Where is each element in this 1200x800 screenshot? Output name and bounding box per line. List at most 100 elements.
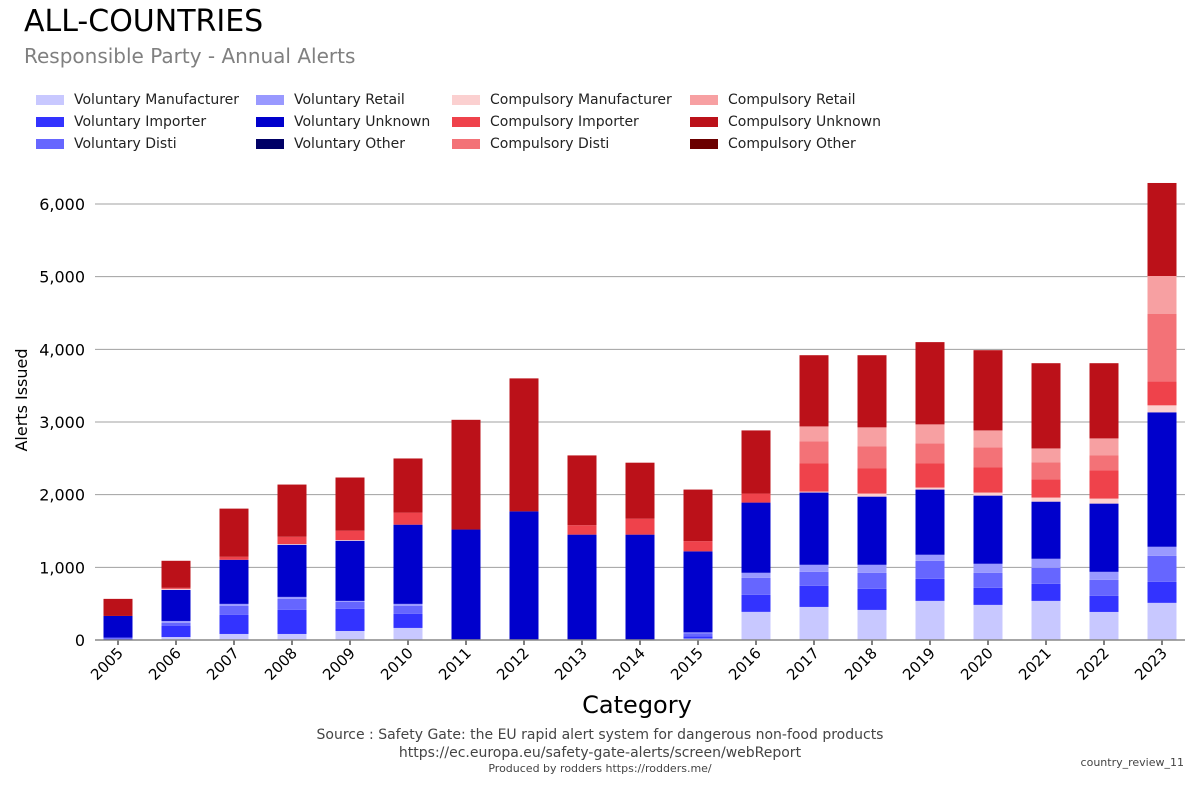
legend-label: Voluntary Other: [294, 135, 406, 152]
x-tick-label: 2017: [783, 644, 823, 684]
bar-segment: [799, 564, 829, 572]
bar-segment: [857, 427, 887, 447]
bar-segment: [393, 512, 423, 525]
bar-segment: [915, 560, 945, 579]
bar-segment: [1089, 579, 1119, 596]
legend-label: Compulsory Unknown: [728, 113, 881, 130]
bar-segment: [915, 424, 945, 444]
page-title: ALL-COUNTRIES: [24, 4, 264, 39]
bar-segment: [509, 511, 539, 640]
bar-segment: [393, 627, 423, 640]
bar-segment: [1031, 567, 1061, 584]
bar-segment: [1089, 503, 1119, 572]
legend-item[interactable]: Compulsory Disti: [452, 134, 690, 153]
bar-segment: [1089, 498, 1119, 504]
bar-segment: [915, 489, 945, 555]
legend-swatch: [452, 116, 480, 127]
bar-segment: [509, 378, 539, 512]
bar-segment: [857, 588, 887, 610]
bar-segment: [161, 637, 191, 640]
x-tick-label: 2008: [261, 644, 301, 684]
legend-item[interactable]: Voluntary Other: [256, 134, 452, 153]
bar-segment: [335, 540, 365, 541]
bar-segment: [1147, 182, 1177, 276]
bar-segment: [973, 447, 1003, 468]
bar-segment: [857, 609, 887, 640]
bar-segment: [219, 603, 249, 606]
bar-segment: [915, 578, 945, 601]
bar-segment: [973, 467, 1003, 493]
bar-segment: [277, 536, 307, 545]
bar-segment: [1147, 581, 1177, 603]
bar-segment: [1089, 438, 1119, 456]
legend-swatch: [36, 94, 64, 105]
bar-segment: [625, 462, 655, 519]
bar-segment: [393, 603, 423, 606]
bar-segment: [799, 463, 829, 492]
bar-segment: [973, 563, 1003, 573]
legend-label: Compulsory Manufacturer: [490, 91, 672, 108]
bar-segment: [161, 588, 191, 590]
bar-segment: [335, 530, 365, 541]
bar-segment: [683, 541, 713, 552]
x-tick-label: 2020: [957, 644, 997, 684]
bar-segment: [915, 600, 945, 640]
bar-segment: [103, 615, 133, 638]
legend-item[interactable]: Compulsory Manufacturer: [452, 90, 690, 109]
legend-label: Compulsory Disti: [490, 135, 610, 152]
bar-segment: [741, 493, 771, 503]
y-tick-label: 5,000: [39, 268, 85, 287]
legend-swatch: [690, 138, 718, 149]
bar-segment: [1147, 602, 1177, 640]
bar-segment: [219, 614, 249, 634]
bar-segment: [335, 608, 365, 631]
y-axis-label: Alerts Issued: [12, 348, 31, 451]
bar-segment: [1031, 600, 1061, 640]
legend-item[interactable]: Compulsory Unknown: [690, 112, 890, 131]
legend-item[interactable]: Compulsory Retail: [690, 90, 890, 109]
legend-label: Voluntary Unknown: [294, 113, 431, 130]
bar-segment: [799, 491, 829, 493]
legend-item[interactable]: Voluntary Disti: [36, 134, 256, 153]
legend-item[interactable]: Voluntary Unknown: [256, 112, 452, 131]
bar-segment: [1147, 412, 1177, 547]
bar-segment: [335, 600, 365, 602]
bar-segment: [277, 609, 307, 634]
y-tick-label: 3,000: [39, 413, 85, 432]
bar-segment: [277, 596, 307, 599]
chart-legend: Voluntary Manufacturer Voluntary Retail Co…: [36, 90, 890, 153]
bar-segment: [799, 585, 829, 607]
x-tick-label: 2010: [377, 644, 417, 684]
bar-segment: [857, 572, 887, 589]
bar-segment: [219, 633, 249, 640]
legend-swatch: [256, 138, 284, 149]
legend-item[interactable]: Compulsory Importer: [452, 112, 690, 131]
bar-segment: [277, 544, 307, 545]
legend-item[interactable]: Voluntary Retail: [256, 90, 452, 109]
legend-item[interactable]: Voluntary Importer: [36, 112, 256, 131]
bar-segment: [799, 426, 829, 442]
bar-segment: [161, 625, 191, 638]
bar-segment: [1147, 546, 1177, 556]
bar-segment: [393, 613, 423, 628]
bar-segment: [915, 342, 945, 425]
bar-segment: [915, 487, 945, 490]
bar-segment: [161, 587, 191, 589]
legend-label: Voluntary Importer: [74, 113, 207, 130]
legend-item[interactable]: Compulsory Other: [690, 134, 890, 153]
bar-segment: [567, 525, 597, 535]
legend-item[interactable]: Voluntary Manufacturer: [36, 90, 256, 109]
bar-segment: [1031, 363, 1061, 449]
bar-segment: [1031, 583, 1061, 601]
legend-label: Voluntary Manufacturer: [74, 91, 240, 108]
bar-segment: [799, 492, 829, 565]
bar-segment: [1031, 448, 1061, 463]
bar-segment: [683, 551, 713, 633]
bar-segment: [393, 605, 423, 614]
y-tick-label: 6,000: [39, 195, 85, 214]
legend-swatch: [690, 94, 718, 105]
bar-segment: [799, 441, 829, 464]
legend-label: Compulsory Importer: [490, 113, 639, 130]
bar-segment: [277, 598, 307, 610]
